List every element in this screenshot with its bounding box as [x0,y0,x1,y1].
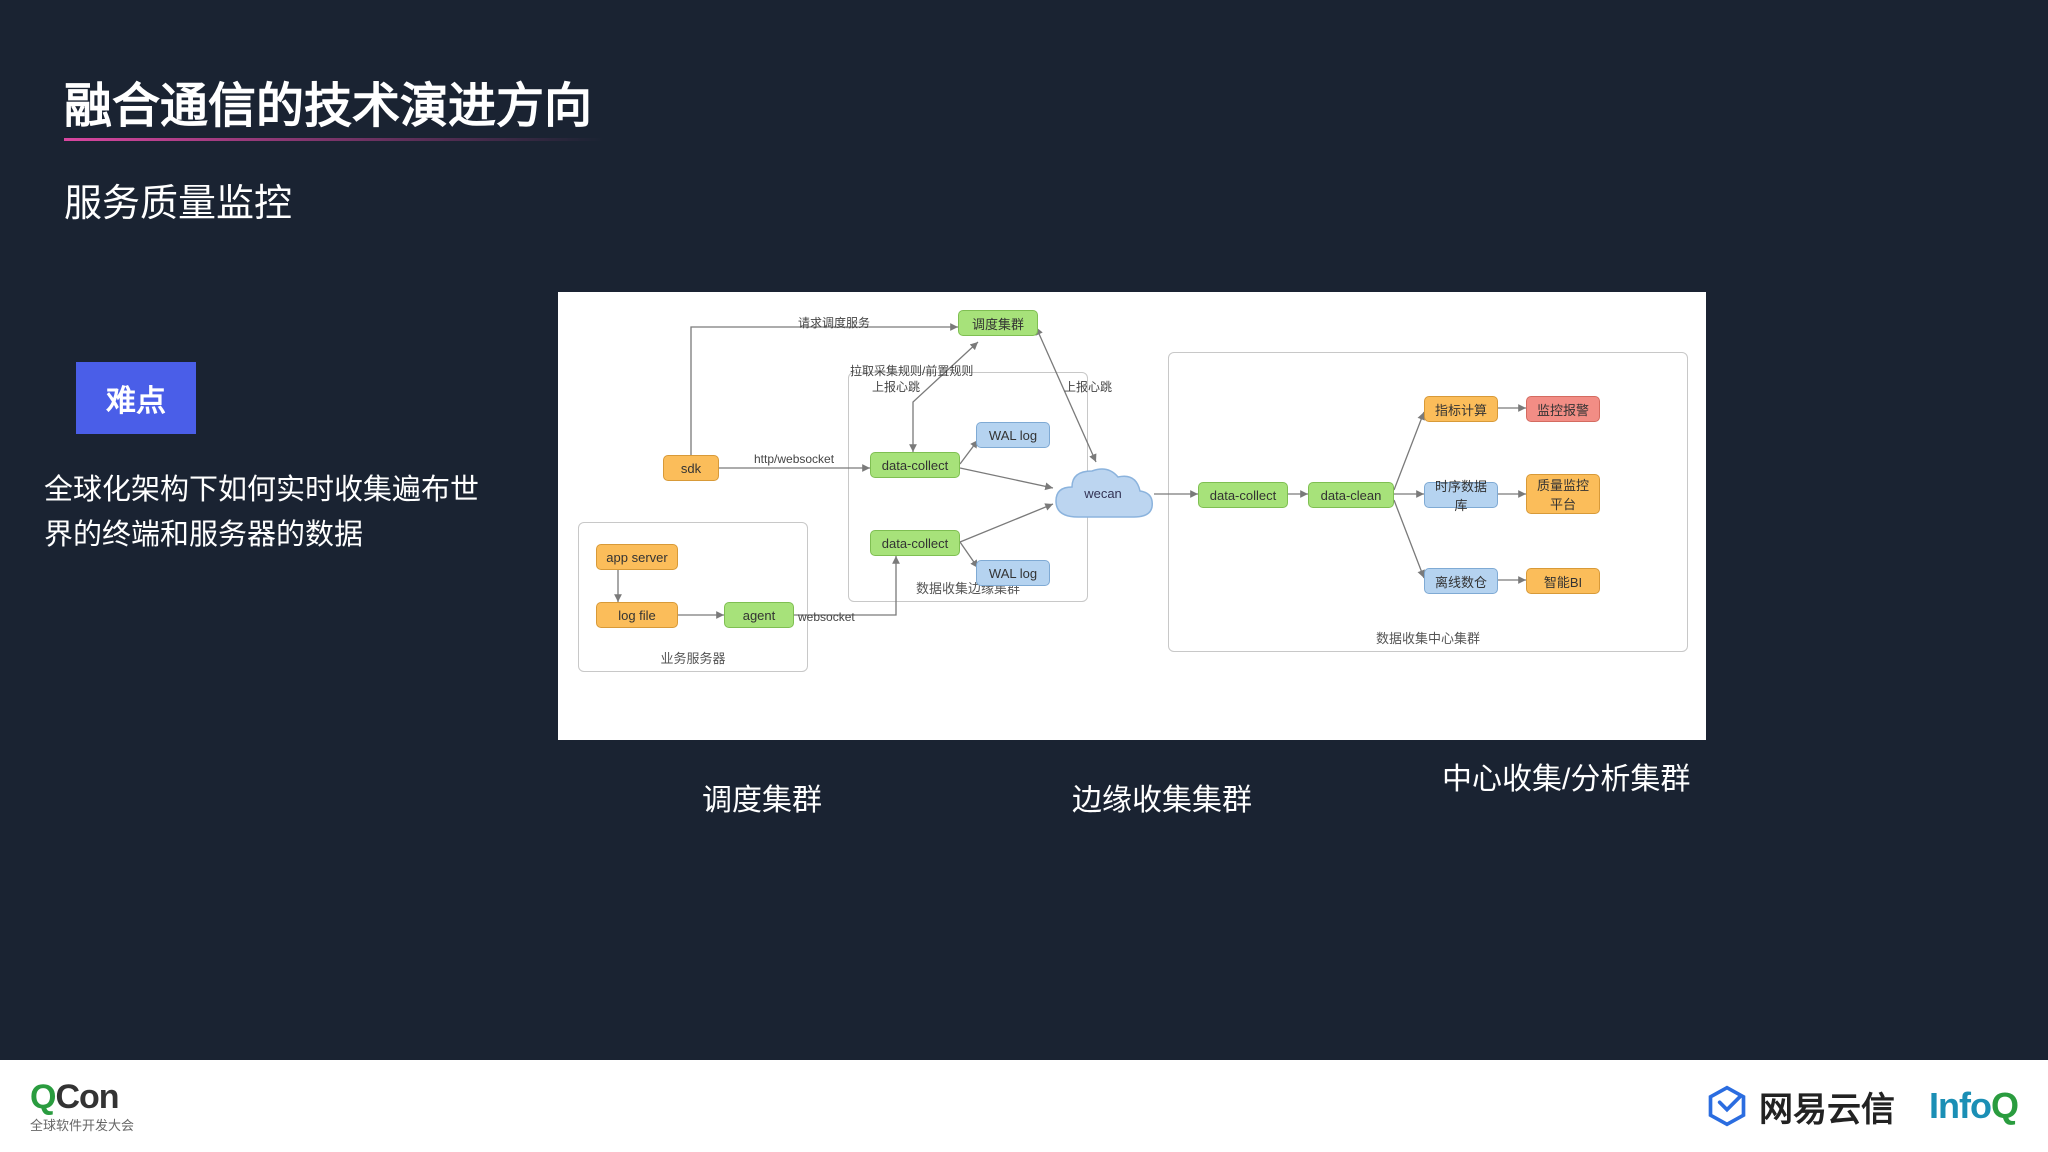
title-underline [64,138,604,141]
node-offline: 离线数仓 [1424,568,1498,594]
node-metric: 指标计算 [1424,396,1498,422]
cloud-wecan: wecan [1048,457,1158,529]
page-title: 融合通信的技术演进方向 [64,66,592,136]
qcon-logo: QCon 全球软件开发大会 [30,1078,134,1134]
node-sched: 调度集群 [958,310,1038,336]
node-wal1: WAL log [976,422,1050,448]
node-dc2: data-collect [870,530,960,556]
edge-label-proto1: http/websocket [754,452,834,466]
footer-bar: QCon 全球软件开发大会 网易云信 InfoQ [0,1060,2048,1152]
yunxin-logo: 网易云信 [1705,1082,1895,1131]
node-logfile: log file [596,602,678,628]
node-dclean: data-clean [1308,482,1394,508]
caption-edge: 边缘收集集群 [1072,775,1252,819]
node-agent: agent [724,602,794,628]
edge-label-hb1: 上报心跳 [872,378,920,395]
caption-dispatch: 调度集群 [702,775,822,819]
node-sdk: sdk [663,455,719,481]
node-dc3: data-collect [1198,482,1288,508]
yunxin-icon [1705,1084,1749,1128]
page-subtitle: 服务质量监控 [64,172,292,227]
difficulty-tag: 难点 [76,362,196,434]
edge-label-proto2: websocket [798,610,855,624]
architecture-diagram: 业务服务器数据收集边缘集群数据收集中心集群wecan调度集群sdkapp ser… [558,292,1706,740]
node-wal2: WAL log [976,560,1050,586]
edge-label-pull: 拉取采集规则/前置规则 [850,362,973,379]
node-alarm: 监控报警 [1526,396,1600,422]
node-dc1: data-collect [870,452,960,478]
edge-label-hb2: 上报心跳 [1064,378,1112,395]
infoq-logo: InfoQ [1929,1085,2018,1127]
node-appserver: app server [596,544,678,570]
node-tsdb: 时序数据库 [1424,482,1498,508]
caption-center: 中心收集/分析集群 [1442,754,1692,798]
edge-label-req: 请求调度服务 [798,314,870,331]
description-text: 全球化架构下如何实时收集遍布世界的终端和服务器的数据 [44,468,484,558]
node-quality: 质量监控平台 [1526,474,1600,514]
node-bi: 智能BI [1526,568,1600,594]
